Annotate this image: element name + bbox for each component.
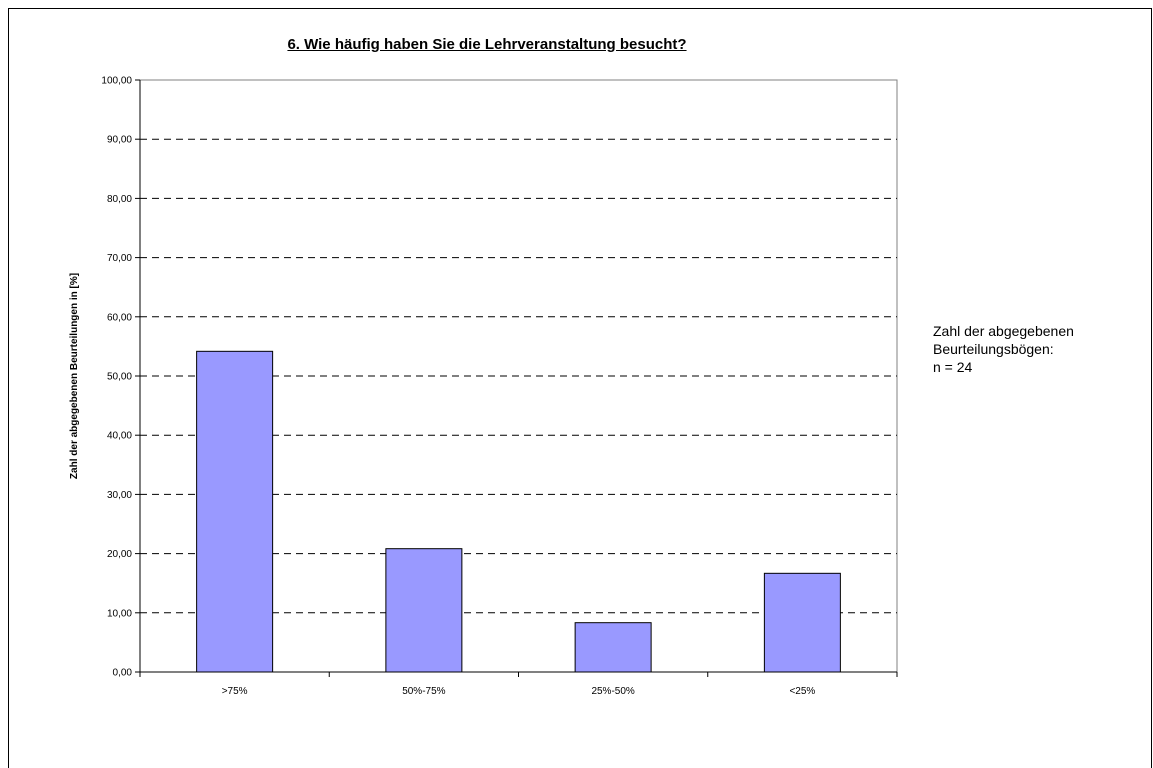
note-line-1: Zahl der abgegebenen [933,323,1074,339]
y-tick-label: 100,00 [101,76,132,87]
y-tick-label: 0,00 [113,668,133,679]
y-tick-label: 20,00 [107,549,132,560]
y-tick-label: 70,00 [107,253,132,264]
y-tick-label: 90,00 [107,135,132,146]
y-tick-label: 50,00 [107,372,132,383]
x-tick-label: 25%-50% [591,686,634,697]
y-tick-label: 10,00 [107,608,132,619]
bar [385,548,463,673]
sample-size-note: Zahl der abgegebenen Beurteilungsbögen: … [933,322,1074,376]
y-tick-label: 40,00 [107,431,132,442]
bar [196,350,274,673]
chart-title: 6. Wie häufig haben Sie die Lehrveransta… [287,36,687,53]
y-tick-label: 60,00 [107,312,132,323]
bar [574,622,652,673]
x-tick-label: <25% [789,686,815,697]
x-tick-label: 50%-75% [402,686,445,697]
y-tick-label: 30,00 [107,490,132,501]
chart-frame [8,8,1152,768]
x-tick-label: >75% [222,686,248,697]
y-axis-title: Zahl der abgegebenen Beurteilungen in [%… [69,273,80,479]
y-tick-label: 80,00 [107,194,132,205]
note-line-2: Beurteilungsbögen: [933,341,1054,357]
bar [763,572,841,673]
note-line-3: n = 24 [933,359,973,375]
